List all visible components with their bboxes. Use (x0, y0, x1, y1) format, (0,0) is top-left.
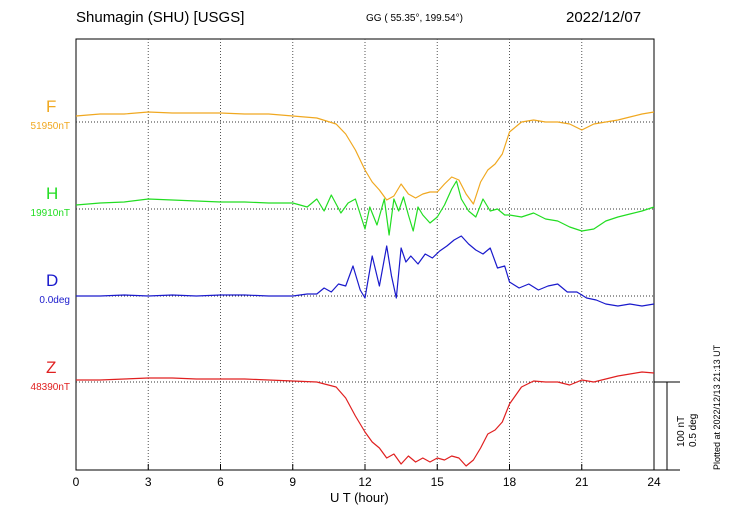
trace-baseline-H: 19910nT (30, 208, 70, 219)
x-tick-label: 24 (647, 475, 661, 489)
x-tick-label: 3 (144, 475, 152, 489)
scale-nt-label: 100 nT (676, 415, 687, 447)
x-axis-ticks (75, 464, 655, 470)
x-tick-label: 12 (358, 475, 372, 489)
trace-Z (76, 371, 655, 467)
trace-baseline-Z: 48390nT (30, 382, 70, 393)
x-tick-label: 18 (502, 475, 517, 489)
trace-baseline-F: 51950nT (30, 121, 70, 132)
trace-D (76, 235, 655, 307)
station-title: Shumagin (SHU) [USGS] (76, 9, 245, 26)
trace-H (75, 180, 655, 236)
x-tick-label: 9 (289, 475, 297, 489)
trace-F (75, 111, 655, 205)
x-tick-label: 6 (217, 475, 224, 489)
x-tick-label: 15 (430, 475, 444, 489)
x-tick-label: 21 (575, 475, 589, 489)
x-tick-label: 0 (72, 475, 80, 489)
trace-label-H: H (46, 184, 59, 203)
x-axis-label: U T (hour) (330, 490, 389, 505)
trace-label-F: F (46, 97, 57, 116)
trace-label-D: D (46, 271, 59, 290)
grid (147, 39, 583, 470)
trace-baseline-D: 0.0deg (39, 295, 70, 306)
scale-bar (654, 381, 680, 471)
traces (75, 111, 655, 467)
scale-deg-label: 0.5 deg (688, 413, 699, 447)
trace-label-Z: Z (46, 358, 57, 377)
plotted-timestamp: Plotted at 2022/12/13 21:13 UT (712, 344, 722, 470)
plot-date: 2022/12/07 (566, 9, 642, 26)
station-coordinates: GG ( 55.35°, 199.54°) (366, 13, 463, 24)
